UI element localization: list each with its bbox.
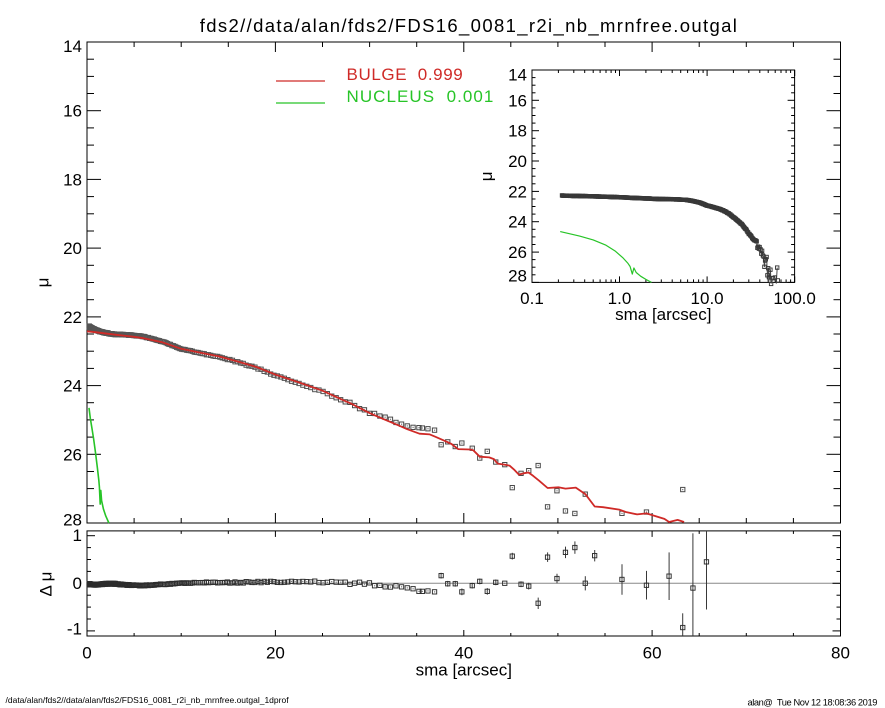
svg-text:40: 40: [454, 643, 473, 662]
svg-text:18: 18: [63, 170, 82, 189]
svg-text:14: 14: [508, 66, 527, 85]
svg-text:28: 28: [508, 267, 527, 286]
svg-text:alan@ Tue Nov 12 18:08:36 201: alan@ Tue Nov 12 18:08:36 2019: [747, 698, 877, 708]
svg-text:16: 16: [63, 102, 82, 121]
svg-text:sma [arcsec]: sma [arcsec]: [615, 305, 711, 324]
svg-text:60: 60: [643, 643, 662, 662]
svg-text:0: 0: [82, 643, 91, 662]
svg-text:μ: μ: [34, 278, 53, 288]
svg-text:18: 18: [508, 122, 527, 141]
svg-text:0.1: 0.1: [520, 289, 544, 308]
svg-text:100.0: 100.0: [773, 289, 816, 308]
svg-text:26: 26: [63, 445, 82, 464]
svg-text:sma [arcsec]: sma [arcsec]: [416, 661, 512, 680]
svg-text:20: 20: [63, 239, 82, 258]
svg-text:28: 28: [63, 510, 82, 529]
svg-text:BULGE 0.999: BULGE 0.999: [347, 65, 464, 84]
svg-text:80: 80: [831, 643, 850, 662]
svg-text:Δ μ: Δ μ: [37, 572, 56, 597]
svg-text:20: 20: [508, 152, 527, 171]
svg-text:16: 16: [508, 91, 527, 110]
svg-text:μ: μ: [477, 171, 496, 181]
svg-text:0: 0: [73, 574, 82, 593]
svg-text:22: 22: [63, 308, 82, 327]
svg-text:-1: -1: [67, 619, 82, 638]
svg-text:26: 26: [508, 243, 527, 262]
svg-text:22: 22: [508, 182, 527, 201]
svg-text:1: 1: [73, 526, 82, 545]
svg-text:24: 24: [508, 213, 527, 232]
svg-text:/data/alan/fds2//data/alan/fds: /data/alan/fds2//data/alan/fds2/FDS16_00…: [6, 695, 290, 705]
svg-text:NUCLEUS 0.001: NUCLEUS 0.001: [347, 87, 495, 106]
svg-text:10.0: 10.0: [691, 289, 724, 308]
svg-text:1.0: 1.0: [608, 289, 632, 308]
svg-text:14: 14: [63, 37, 82, 56]
svg-text:fds2//data/alan/fds2/FDS16_008: fds2//data/alan/fds2/FDS16_0081_r2i_nb_m…: [200, 15, 738, 37]
svg-text:24: 24: [63, 377, 82, 396]
svg-text:20: 20: [266, 643, 285, 662]
